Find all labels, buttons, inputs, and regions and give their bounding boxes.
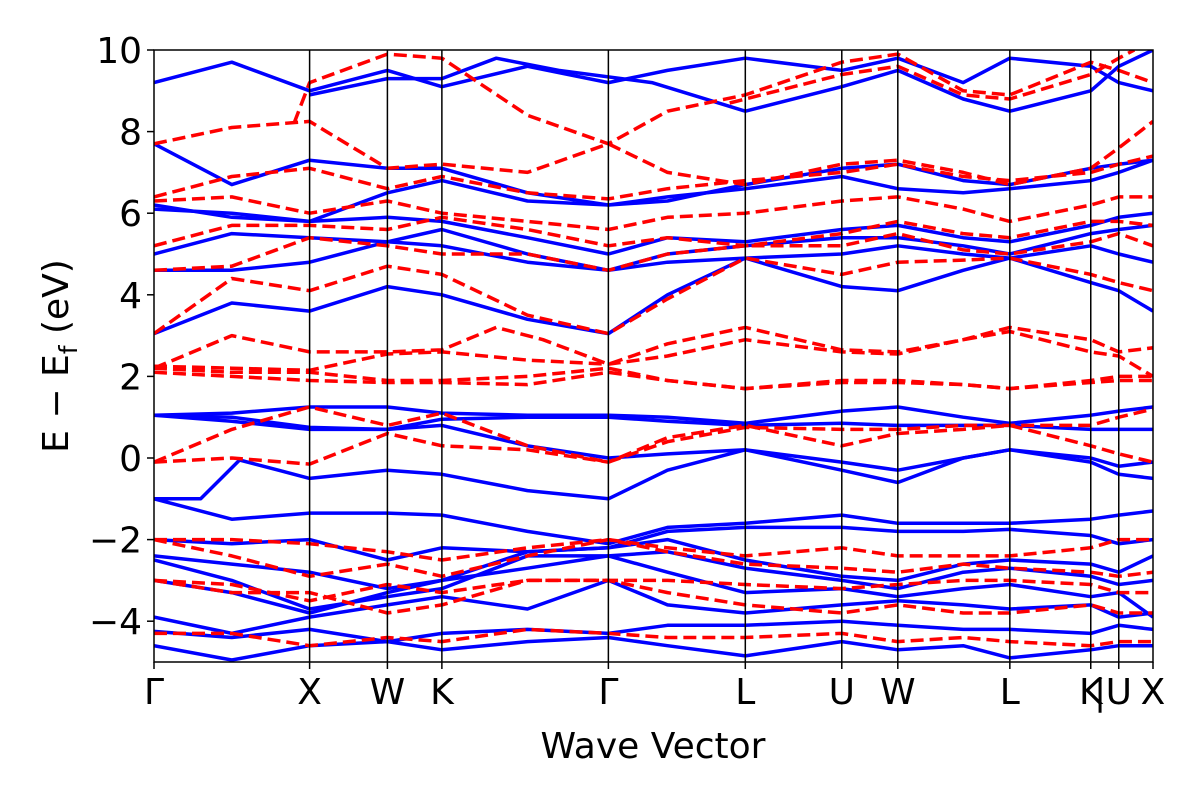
y-tick-label: 10: [96, 31, 142, 72]
band-dashed-13: [154, 215, 1153, 248]
y-axis-title-unit: (eV): [36, 259, 77, 345]
band-dashed-10: [154, 325, 1153, 370]
band-dashed-4: [154, 537, 1153, 562]
band-dashed-18: [729, 50, 1136, 105]
band-dashed-8: [154, 366, 1153, 391]
band-solid-6: [154, 525, 1153, 562]
band-dashed-14: [154, 195, 1153, 232]
x-tick-label: L: [735, 672, 755, 713]
x-tick-label: U: [829, 672, 855, 713]
x-tick-label: |: [1094, 672, 1106, 713]
plot-background: [154, 50, 1153, 662]
x-tick-label: X: [297, 672, 322, 713]
band-dashed-5: [154, 423, 1153, 466]
x-tick-label: W: [880, 672, 916, 713]
band-dashed-2: [154, 578, 1153, 603]
band-dashed-0: [154, 627, 1153, 648]
band-solid-13: [154, 240, 1153, 273]
band-solid-19: [309, 50, 1153, 113]
y-tick-label: 8: [119, 113, 142, 154]
x-axis: Γ X W K Γ L U W L K| U X: [144, 662, 1165, 713]
band-solid-7: [154, 497, 1153, 546]
band-dashed-9: [154, 329, 1153, 378]
band-solid-12: [154, 256, 1153, 336]
y-tick-label: 4: [119, 276, 142, 317]
x-axis-title: Wave Vector: [541, 726, 766, 767]
band-dashed-3: [154, 537, 1153, 579]
series-layer: [154, 50, 1153, 662]
x-tick-label: L: [1000, 672, 1020, 713]
x-tick-label: K: [1079, 672, 1104, 713]
x-tick-label: U: [1106, 672, 1132, 713]
band-dashed-16: [154, 119, 1153, 187]
x-tick-label: K: [430, 672, 455, 713]
band-dashed-15: [154, 154, 1153, 201]
band-dashed-11: [154, 256, 1153, 336]
x-tick-label: Γ: [144, 672, 164, 713]
y-axis-title-main: E − E: [36, 354, 77, 453]
y-tick-label: 6: [119, 194, 142, 235]
band-solid-15: [154, 203, 1153, 256]
band-dashed-12: [154, 231, 1153, 273]
y-tick-label: 0: [119, 439, 142, 480]
plot-frame: [153, 49, 1154, 663]
y-tick-label: 2: [119, 357, 142, 398]
y-axis-title: E − Ef (eV): [36, 259, 83, 453]
band-dashed-6: [154, 405, 1153, 464]
band-solid-11: [154, 413, 1153, 432]
y-axis: −4 −2 0 2 4 6 8 10: [89, 31, 154, 643]
band-solid-10: [154, 405, 1153, 426]
y-tick-label: −4: [89, 602, 142, 643]
band-solid-1: [154, 619, 1153, 644]
band-solid-2: [154, 578, 1153, 636]
y-axis-title-subscript: f: [54, 344, 83, 354]
x-tick-label: X: [1141, 672, 1166, 713]
band-dashed-1: [154, 578, 1153, 615]
band-solid-18: [154, 56, 1153, 93]
band-solid-0: [154, 635, 1153, 662]
x-tick-label: W: [370, 672, 406, 713]
y-tick-label: −2: [89, 521, 142, 562]
band-solid-17: [154, 142, 1153, 207]
high-symmetry-lines: [308, 50, 1120, 662]
x-tick-label: Γ: [598, 672, 618, 713]
band-solid-5: [154, 537, 1153, 591]
